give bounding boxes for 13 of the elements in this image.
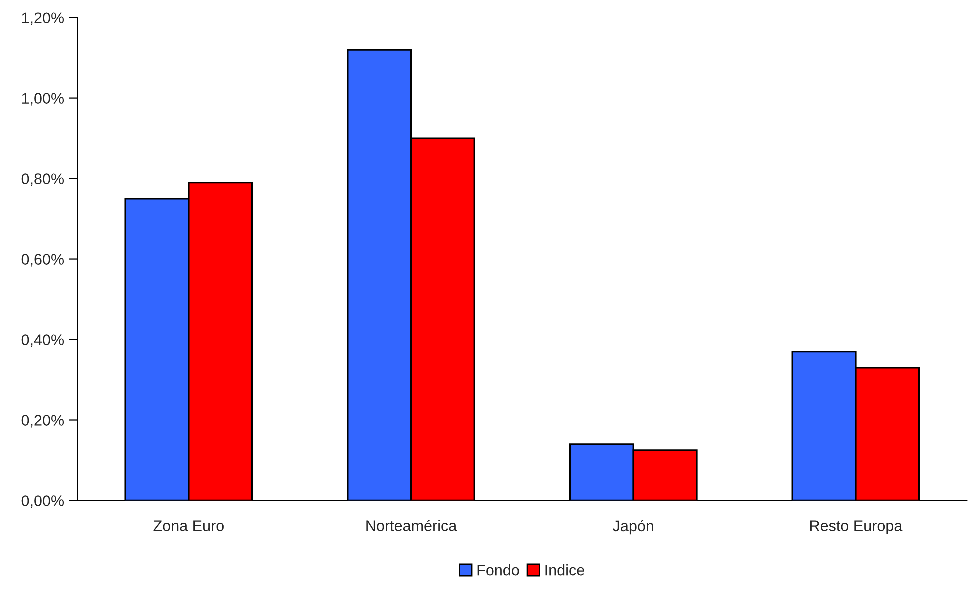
y-tick-label: 1,20% xyxy=(22,12,64,26)
x-tick-label: Norteamérica xyxy=(366,520,458,532)
x-tick-label: Japón xyxy=(613,520,654,535)
legend-label: Indice xyxy=(546,564,584,576)
x-tick-label: Zona Euro xyxy=(154,520,224,532)
y-tick-label: 0,60% xyxy=(22,254,64,267)
y-tick-label: 0,80% xyxy=(22,174,64,186)
legend-label: Fondo xyxy=(478,564,520,576)
y-tick-label: 0,40% xyxy=(22,334,64,348)
y-tick-label: 0,20% xyxy=(22,415,64,428)
y-tick-label: 0,00% xyxy=(22,496,64,508)
y-tick-label: 1,00% xyxy=(22,93,64,106)
x-tick-label: Resto Europa xyxy=(810,520,903,534)
